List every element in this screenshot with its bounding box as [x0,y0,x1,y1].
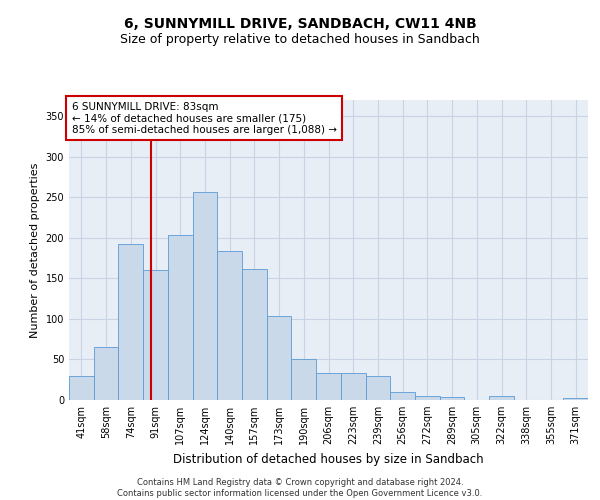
Bar [390,392,415,400]
Text: 6 SUNNYMILL DRIVE: 83sqm
← 14% of detached houses are smaller (175)
85% of semi-: 6 SUNNYMILL DRIVE: 83sqm ← 14% of detach… [71,102,337,134]
Text: Size of property relative to detached houses in Sandbach: Size of property relative to detached ho… [120,32,480,46]
Bar [118,244,143,400]
X-axis label: Distribution of detached houses by size in Sandbach: Distribution of detached houses by size … [173,452,484,466]
Bar [143,270,168,400]
Bar [341,373,365,400]
Bar [168,236,193,400]
Bar [94,348,118,400]
Bar [365,376,390,400]
Bar [193,192,217,400]
Text: 6, SUNNYMILL DRIVE, SANDBACH, CW11 4NB: 6, SUNNYMILL DRIVE, SANDBACH, CW11 4NB [124,18,476,32]
Bar [563,398,588,400]
Bar [267,316,292,400]
Bar [415,396,440,400]
Bar [292,360,316,400]
Bar [316,373,341,400]
Y-axis label: Number of detached properties: Number of detached properties [30,162,40,338]
Bar [69,376,94,400]
Bar [489,396,514,400]
Text: Contains HM Land Registry data © Crown copyright and database right 2024.
Contai: Contains HM Land Registry data © Crown c… [118,478,482,498]
Bar [242,268,267,400]
Bar [217,251,242,400]
Bar [440,397,464,400]
